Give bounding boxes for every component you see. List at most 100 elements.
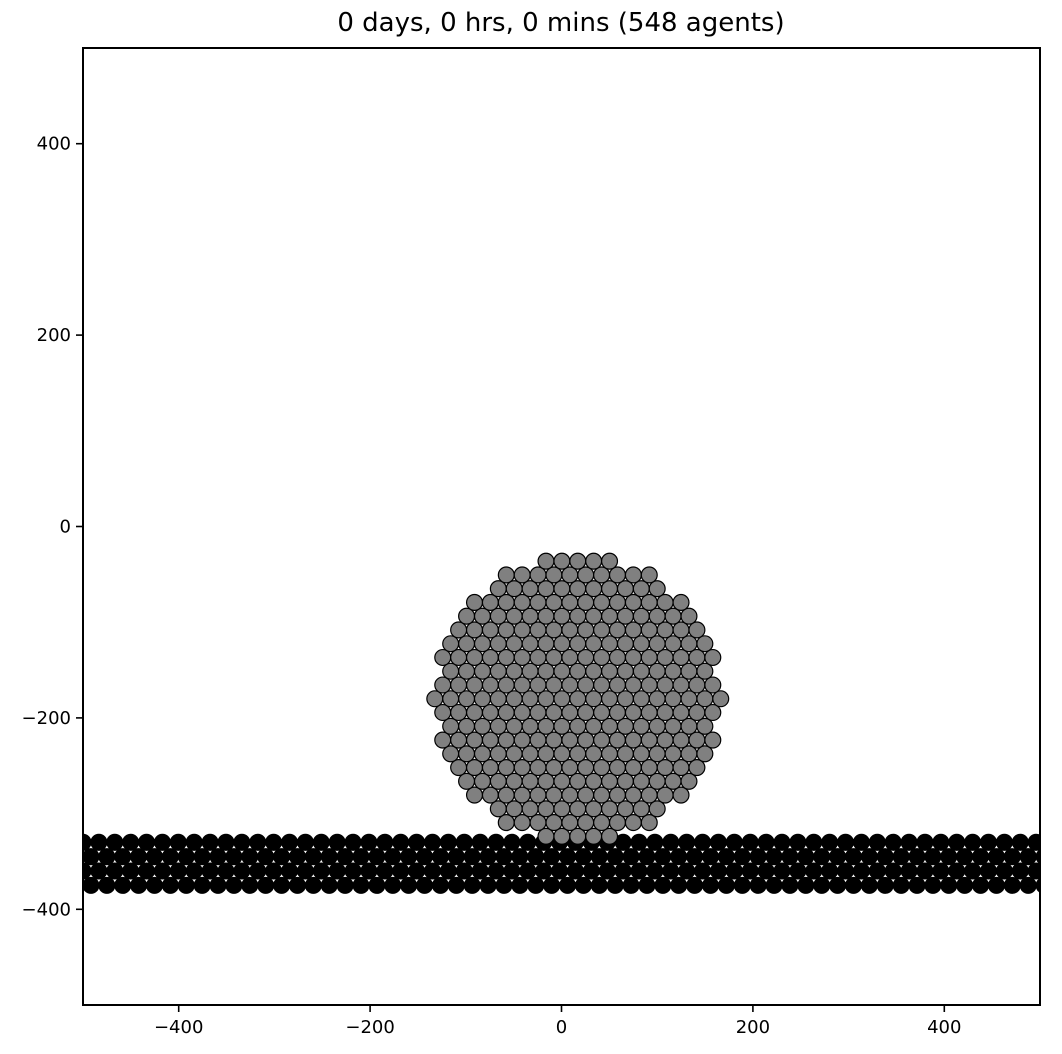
- disc-agent: [458, 717, 476, 735]
- disc-agent: [513, 703, 531, 722]
- band-agent: [614, 862, 632, 880]
- band-agent: [376, 833, 394, 851]
- disc-agent: [600, 717, 619, 735]
- disc-agent: [513, 759, 531, 777]
- disc-agent: [640, 593, 658, 612]
- band-agent: [296, 833, 314, 851]
- disc-agent: [465, 759, 484, 777]
- disc-agent: [521, 580, 539, 598]
- band-agent: [638, 848, 656, 866]
- band-agent: [392, 833, 410, 851]
- disc-agent: [569, 635, 587, 653]
- disc-agent: [513, 648, 531, 667]
- x-tick-label: −200: [345, 1017, 394, 1038]
- band-agent: [241, 848, 259, 866]
- band-agent: [781, 848, 799, 866]
- band-agent: [606, 876, 624, 894]
- band-agent: [797, 848, 815, 866]
- band-agent: [741, 862, 759, 880]
- disc-agent: [608, 648, 627, 667]
- band-agent: [304, 848, 322, 866]
- band-agent: [924, 848, 942, 866]
- band-agent: [527, 876, 545, 894]
- disc-agent: [616, 745, 634, 763]
- band-agent: [265, 862, 283, 880]
- disc-agent: [624, 593, 642, 612]
- disc-agent: [640, 621, 658, 639]
- disc-agent: [481, 703, 499, 722]
- disc-agent: [489, 800, 507, 818]
- disc-agent: [537, 745, 555, 763]
- disc-agent: [672, 621, 690, 639]
- disc-agent: [680, 772, 698, 790]
- disc-agent: [577, 814, 595, 832]
- disc-agent: [577, 648, 595, 667]
- disc-agent: [529, 676, 547, 694]
- band-agent: [463, 848, 481, 866]
- band-agent: [773, 833, 791, 851]
- disc-agent: [489, 717, 507, 735]
- band-agent: [257, 848, 275, 866]
- disc-agent: [450, 676, 468, 694]
- disc-agent: [632, 635, 650, 653]
- disc-agent: [632, 690, 650, 708]
- band-agent: [829, 848, 847, 866]
- disc-agent: [561, 676, 579, 694]
- band-agent: [773, 862, 791, 880]
- band-agent: [217, 833, 235, 851]
- band-agent: [852, 833, 870, 851]
- disc-agent: [664, 635, 682, 653]
- disc-agent: [608, 759, 627, 777]
- x-tick-label: 200: [736, 1017, 770, 1038]
- disc-agent: [672, 786, 690, 804]
- band-agent: [487, 833, 505, 851]
- band-agent: [280, 862, 299, 880]
- disc-agent: [577, 759, 595, 777]
- band-agent: [654, 848, 672, 866]
- band-agent: [273, 876, 291, 894]
- disc-agent: [553, 552, 571, 570]
- band-agent: [312, 862, 330, 880]
- band-agent: [670, 876, 688, 894]
- disc-agent: [632, 717, 650, 735]
- band-agent: [368, 876, 386, 894]
- disc-agent: [624, 676, 642, 694]
- disc-agent: [585, 827, 603, 845]
- band-agent: [392, 862, 410, 880]
- disc-agent: [529, 648, 547, 667]
- band-agent: [83, 853, 84, 860]
- band-agent: [161, 848, 179, 866]
- disc-agent: [434, 703, 452, 722]
- band-agent: [495, 876, 513, 894]
- disc-agent: [632, 772, 650, 790]
- band-agent: [519, 833, 537, 851]
- band-agent: [145, 876, 164, 894]
- band-agent: [662, 862, 680, 880]
- disc-agent: [450, 759, 468, 777]
- band-agent: [233, 833, 251, 851]
- band-agent: [169, 862, 187, 880]
- disc-agent: [553, 717, 571, 735]
- disc-agent: [473, 690, 491, 708]
- disc-agent: [648, 800, 666, 818]
- band-agent: [884, 862, 902, 880]
- band-agent: [1044, 863, 1060, 879]
- band-agent: [249, 862, 267, 880]
- band-agent: [352, 876, 370, 894]
- disc-agent: [616, 800, 634, 818]
- band-agent: [153, 833, 171, 851]
- disc-agent: [640, 648, 658, 667]
- disc-agent: [521, 690, 539, 708]
- disc-agent: [640, 676, 658, 694]
- x-tick-label: 0: [556, 1017, 567, 1038]
- x-tick-label: 400: [927, 1017, 961, 1038]
- disc-agent: [481, 648, 499, 667]
- band-agent: [646, 833, 664, 851]
- disc-agent: [545, 648, 563, 667]
- band-agent: [320, 848, 338, 866]
- band-agent: [662, 833, 680, 851]
- disc-agent: [553, 827, 571, 845]
- band-agent: [709, 833, 727, 851]
- band-agent: [439, 833, 457, 851]
- disc-agent: [561, 814, 579, 832]
